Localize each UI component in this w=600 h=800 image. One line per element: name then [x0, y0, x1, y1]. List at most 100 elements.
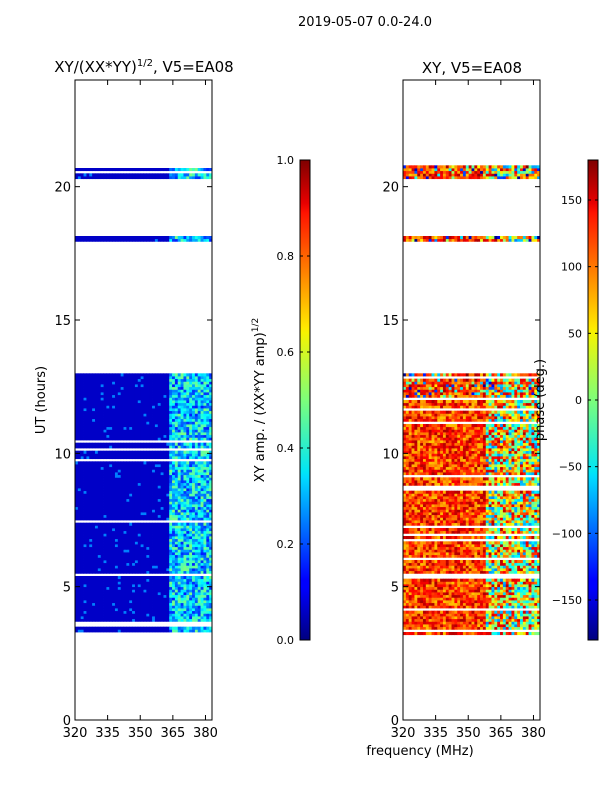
- heatmap-cell: [157, 498, 162, 502]
- heatmap-cell: [163, 608, 167, 612]
- heatmap-cell: [137, 376, 142, 380]
- heatmap-cell: [454, 624, 458, 628]
- heatmap-cell: [97, 512, 102, 516]
- heatmap-cell: [180, 426, 184, 430]
- heatmap-cell: [157, 453, 162, 457]
- heatmap-cell: [157, 488, 162, 492]
- heatmap-cell: [120, 461, 124, 465]
- heatmap-cell: [437, 618, 441, 622]
- heatmap-cell: [109, 506, 113, 510]
- heatmap-cell: [134, 386, 139, 390]
- heatmap-cell: [126, 402, 130, 406]
- heatmap-cell: [203, 421, 207, 425]
- heatmap-cell: [132, 173, 136, 177]
- heatmap-cell: [154, 602, 159, 606]
- heatmap-cell: [172, 442, 176, 446]
- heatmap-cell: [474, 621, 478, 625]
- heatmap-cell: [172, 528, 176, 532]
- heatmap-cell: [200, 552, 204, 556]
- heatmap-cell: [197, 538, 201, 542]
- heatmap-cell: [209, 450, 212, 454]
- heatmap-cell: [146, 613, 150, 617]
- heatmap-cell: [192, 456, 196, 460]
- heatmap-cell: [97, 434, 102, 438]
- heatmap-cell: [160, 602, 164, 606]
- heatmap-cell: [75, 236, 79, 240]
- heatmap-cell: [154, 501, 159, 505]
- heatmap-cell: [169, 450, 173, 454]
- heatmap-cell: [132, 600, 136, 604]
- heatmap-cell: [112, 464, 116, 468]
- heatmap-cell: [77, 549, 82, 553]
- heatmap-cell: [454, 610, 458, 614]
- heatmap-cell: [169, 626, 173, 630]
- heatmap-cell: [457, 618, 461, 622]
- heatmap-cell: [200, 544, 204, 548]
- heatmap-cell: [92, 533, 96, 537]
- heatmap-cell: [97, 424, 102, 428]
- heatmap-cell: [200, 394, 204, 398]
- heatmap-cell: [417, 613, 421, 617]
- heatmap-cell: [163, 616, 167, 620]
- heatmap-cell: [117, 533, 122, 537]
- heatmap-cell: [517, 621, 521, 625]
- heatmap-cell: [160, 616, 164, 620]
- heatmap-cell: [157, 408, 162, 412]
- heatmap-cell: [140, 402, 144, 406]
- heatmap-cell: [157, 384, 162, 388]
- heatmap-cell: [152, 584, 156, 588]
- heatmap-cell: [143, 584, 147, 588]
- heatmap-cell: [186, 384, 190, 388]
- heatmap-cell: [420, 632, 424, 636]
- heatmap-cell: [206, 509, 210, 513]
- heatmap-cell: [189, 602, 193, 606]
- heatmap-cell: [86, 536, 90, 540]
- heatmap-cell: [86, 541, 90, 545]
- heatmap-cell: [403, 624, 407, 628]
- heatmap-cell: [172, 546, 176, 550]
- heatmap-cell: [180, 432, 184, 436]
- heatmap-cell: [174, 464, 179, 468]
- heatmap-cell: [92, 474, 96, 478]
- heatmap-cell: [77, 402, 82, 406]
- heatmap-cell: [97, 592, 102, 596]
- heatmap-cell: [106, 560, 110, 564]
- heatmap-cell: [209, 386, 212, 390]
- heatmap-cell: [100, 541, 104, 545]
- heatmap-cell: [189, 533, 193, 537]
- heatmap-cell: [77, 378, 82, 382]
- heatmap-cell: [154, 477, 159, 481]
- heatmap-cell: [75, 576, 79, 580]
- heatmap-cell: [209, 384, 212, 388]
- heatmap-cell: [494, 613, 498, 617]
- heatmap-cell: [129, 544, 133, 548]
- heatmap-cell: [86, 490, 90, 494]
- heatmap-cell: [152, 613, 156, 617]
- heatmap-cell: [112, 514, 116, 518]
- heatmap-cell: [189, 610, 193, 614]
- heatmap-cell: [75, 568, 79, 572]
- heatmap-cell: [163, 544, 167, 548]
- heatmap-cell: [194, 389, 199, 393]
- heatmap-cell: [132, 410, 136, 414]
- heatmap-cell: [137, 512, 142, 516]
- heatmap-cell: [197, 509, 201, 513]
- heatmap-cell: [75, 594, 79, 598]
- heatmap-cell: [140, 618, 144, 622]
- heatmap-cell: [77, 381, 82, 385]
- heatmap-cell: [80, 445, 84, 449]
- heatmap-cell: [525, 626, 529, 630]
- heatmap-cell: [497, 610, 501, 614]
- heatmap-cell: [83, 528, 87, 532]
- heatmap-cell: [186, 586, 190, 590]
- heatmap-cell: [157, 445, 162, 449]
- heatmap-cell: [154, 557, 159, 561]
- heatmap-cell: [166, 488, 170, 492]
- heatmap-cell: [174, 530, 179, 534]
- heatmap-cell: [100, 445, 104, 449]
- heatmap-cell: [497, 624, 501, 628]
- heatmap-cell: [491, 624, 495, 628]
- heatmap-cell: [126, 416, 130, 420]
- heatmap-cell: [192, 544, 196, 548]
- heatmap-cell: [163, 557, 167, 561]
